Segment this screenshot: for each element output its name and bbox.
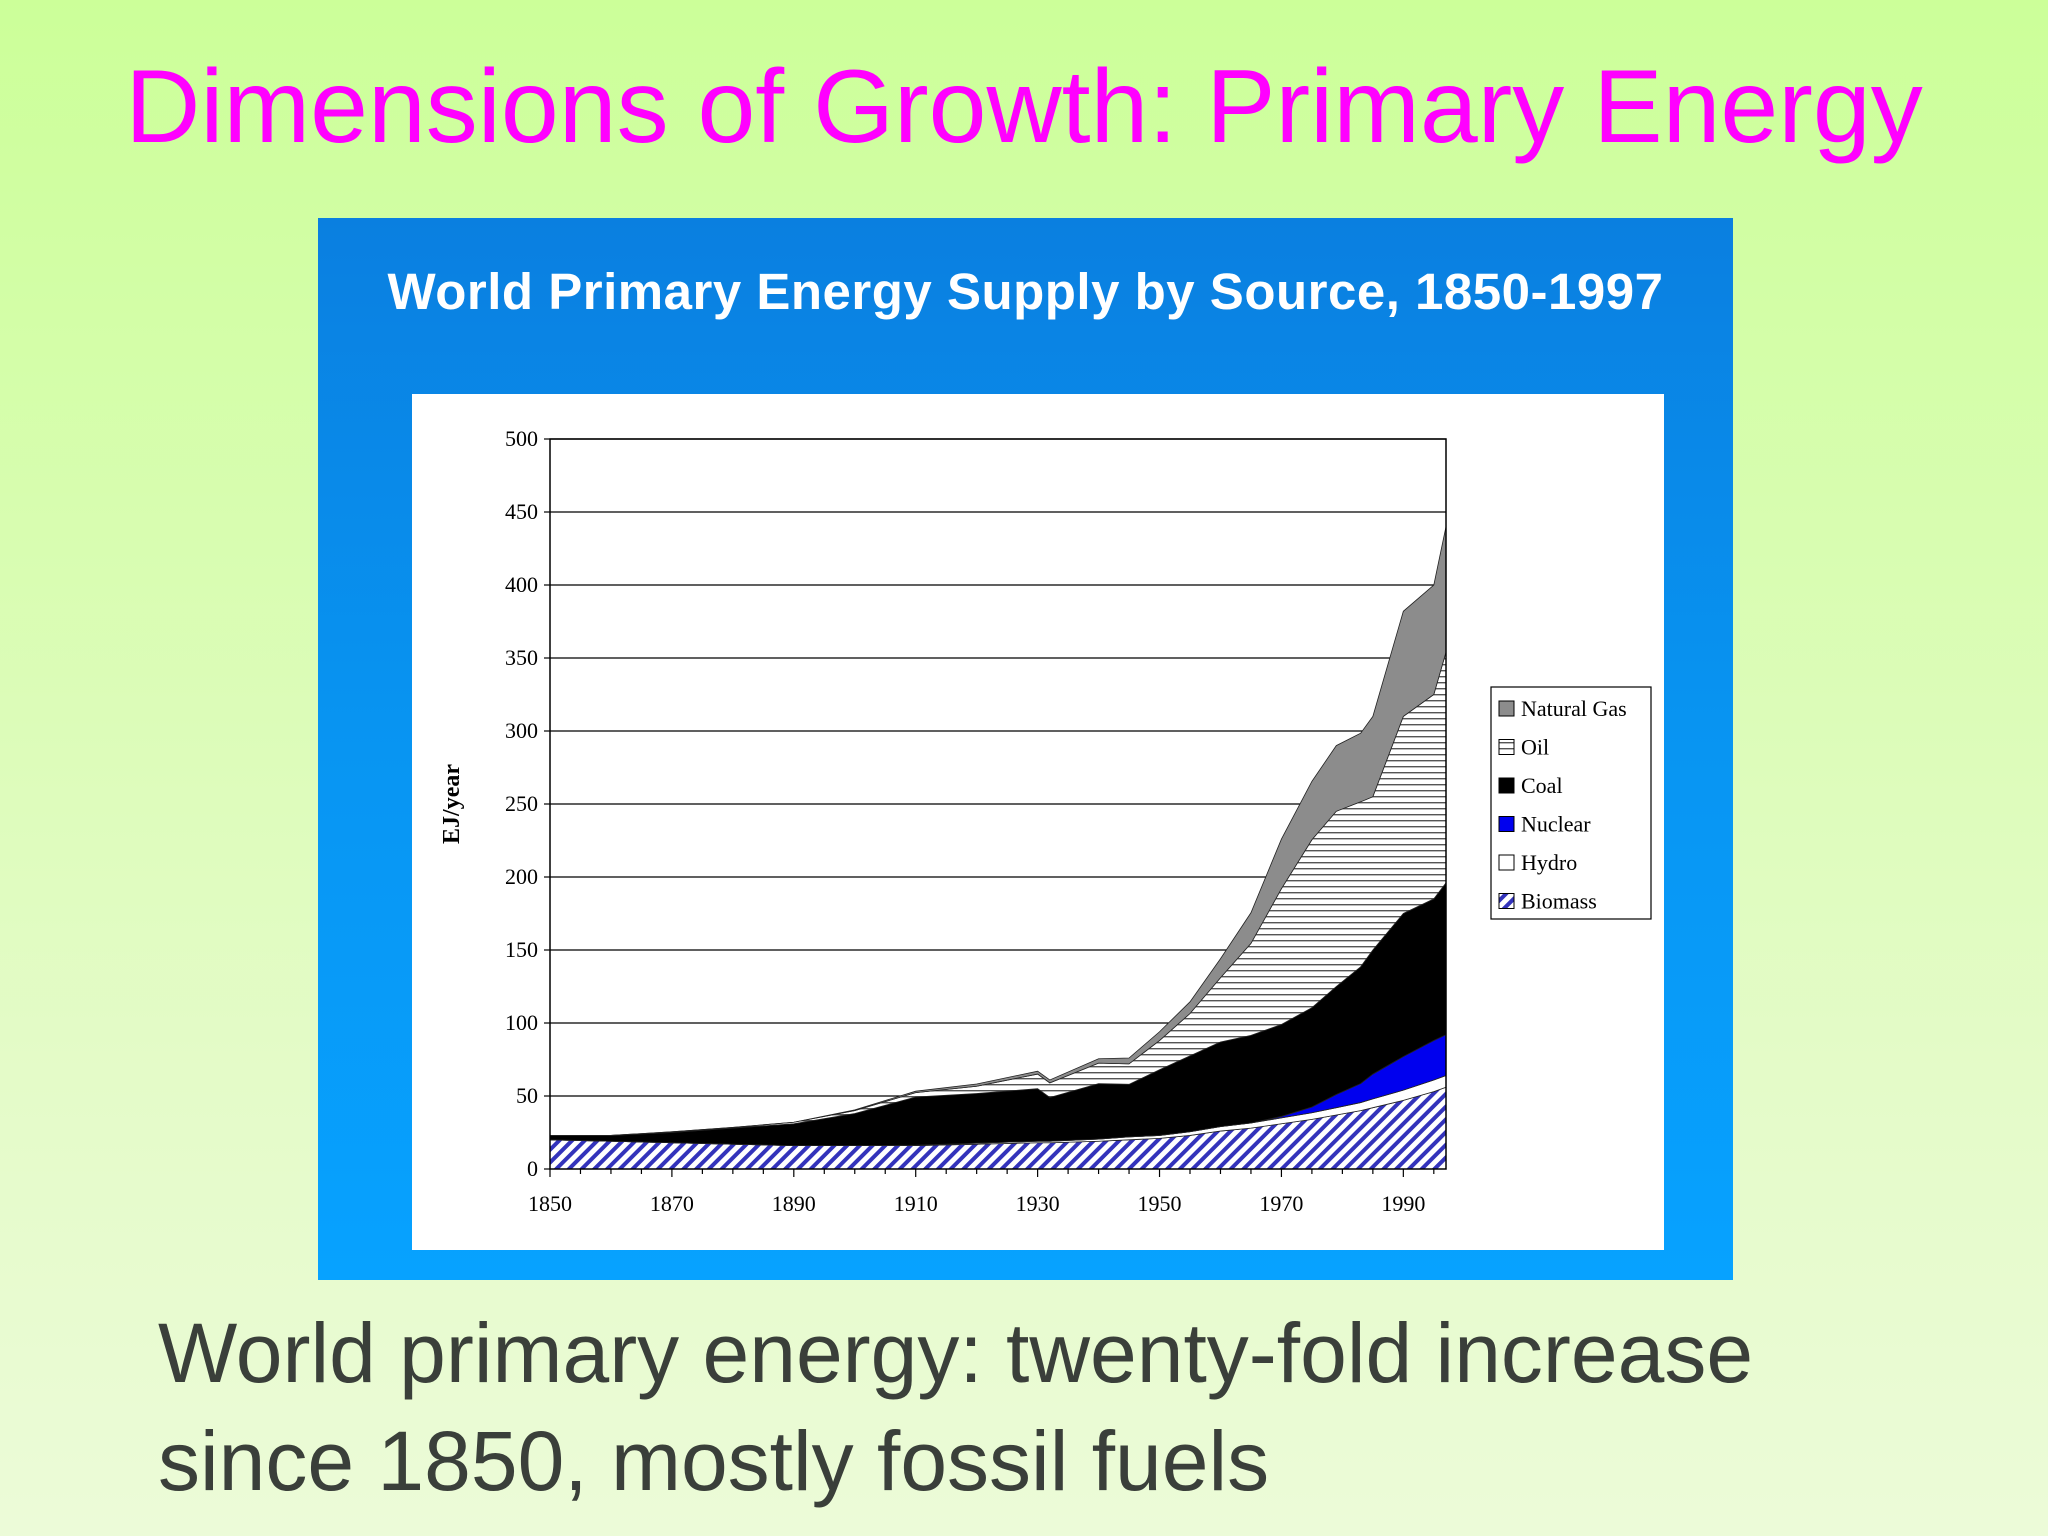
y-tick-label-500: 500 <box>505 426 538 451</box>
legend-swatch-coal <box>1498 777 1515 794</box>
y-tick-label-300: 300 <box>505 718 538 743</box>
area-layer <box>549 526 1447 1170</box>
slide-title: Dimensions of Growth: Primary Energy <box>125 49 1923 165</box>
caption: World primary energy: twenty-fold increa… <box>158 1300 2018 1515</box>
energy-area-chart: 0 50 100 150 200 250 300 350 400 450 500 1850 1870 18… <box>439 426 1652 1216</box>
x-tick-label-1910: 1910 <box>894 1191 938 1216</box>
legend-swatch-natural-gas <box>1498 700 1515 717</box>
y-tick-label-250: 250 <box>505 791 538 816</box>
chart-frame: World Primary Energy Supply by Source, 1… <box>318 218 1733 1280</box>
x-tick-label-1870: 1870 <box>650 1191 694 1216</box>
legend-label-biomass: Biomass <box>1521 889 1597 914</box>
legend-label-natural-gas: Natural Gas <box>1521 696 1627 721</box>
caption-line-2: since 1850, mostly fossil fuels <box>158 1413 1270 1508</box>
x-tick-label-1990: 1990 <box>1381 1191 1425 1216</box>
legend-swatch-nuclear <box>1498 816 1515 832</box>
y-tick-label-450: 450 <box>505 499 538 524</box>
x-tick-label-1850: 1850 <box>528 1191 572 1216</box>
plot-panel: 0 50 100 150 200 250 300 350 400 450 500 1850 1870 18… <box>412 394 1664 1250</box>
y-tick-label-150: 150 <box>505 937 538 962</box>
chart-title: World Primary Energy Supply by Source, 1… <box>387 263 1664 320</box>
legend-label-nuclear: Nuclear <box>1521 812 1591 837</box>
y-tick-label-0: 0 <box>527 1156 538 1181</box>
caption-line-1: World primary energy: twenty-fold increa… <box>158 1306 1754 1400</box>
x-tick-label-1950: 1950 <box>1138 1191 1182 1216</box>
axis-layer: 0 50 100 150 200 250 300 350 400 450 500 1850 1870 18… <box>505 426 1447 1216</box>
legend-label-coal: Coal <box>1521 773 1563 798</box>
legend: Natural Gas Oil Coal Nuclear Hydro Biomass <box>1490 686 1652 920</box>
y-axis-label: EJ/year <box>439 764 465 844</box>
x-tick-label-1970: 1970 <box>1259 1191 1303 1216</box>
legend-label-oil: Oil <box>1521 735 1549 760</box>
legend-swatch-oil <box>1498 739 1515 755</box>
y-tick-label-50: 50 <box>516 1083 538 1108</box>
legend-box <box>1490 686 1652 920</box>
x-tick-label-1890: 1890 <box>772 1191 816 1216</box>
legend-swatch-biomass <box>1498 893 1515 909</box>
y-tick-label-350: 350 <box>505 645 538 670</box>
legend-label-hydro: Hydro <box>1521 850 1577 875</box>
y-tick-label-100: 100 <box>505 1010 538 1035</box>
y-tick-label-200: 200 <box>505 864 538 889</box>
y-tick-label-400: 400 <box>505 572 538 597</box>
x-tick-label-1930: 1930 <box>1016 1191 1060 1216</box>
legend-swatch-hydro <box>1498 854 1515 871</box>
